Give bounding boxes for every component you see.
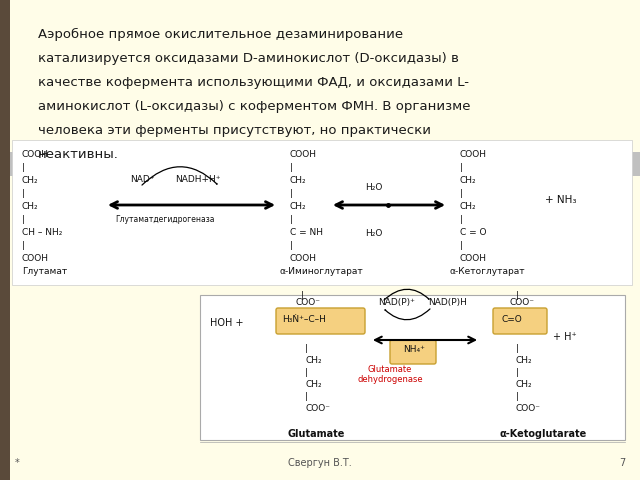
Text: |: | <box>305 392 308 401</box>
Text: |: | <box>516 291 519 300</box>
Text: H₂O: H₂O <box>365 229 382 238</box>
Text: Глутаматдегидрогеназа: Глутаматдегидрогеназа <box>115 215 214 224</box>
Text: COO⁻: COO⁻ <box>295 298 320 307</box>
Text: CH₂: CH₂ <box>290 176 307 185</box>
Text: CH₂: CH₂ <box>22 202 38 211</box>
Text: COO⁻: COO⁻ <box>305 404 330 413</box>
Text: |: | <box>301 291 304 300</box>
FancyArrowPatch shape <box>384 289 429 300</box>
Text: |: | <box>305 368 308 377</box>
Text: COO⁻: COO⁻ <box>510 298 535 307</box>
Text: NAD(P)⁺: NAD(P)⁺ <box>378 298 415 307</box>
Text: + NH₃: + NH₃ <box>545 195 577 205</box>
Text: C = O: C = O <box>460 228 486 237</box>
Text: + H⁺: + H⁺ <box>553 332 577 342</box>
FancyArrowPatch shape <box>385 309 430 320</box>
Text: α-Кетоглутарат: α-Кетоглутарат <box>450 267 525 276</box>
Text: CH₂: CH₂ <box>290 202 307 211</box>
Text: α-Иминоглутарат: α-Иминоглутарат <box>280 267 364 276</box>
Text: Аэробное прямое окислительное дезаминирование: Аэробное прямое окислительное дезаминиро… <box>38 28 403 41</box>
Text: NH₄⁺: NH₄⁺ <box>403 346 425 355</box>
Text: C=O: C=O <box>502 314 523 324</box>
FancyBboxPatch shape <box>276 308 365 334</box>
Text: α-Ketoglutarate: α-Ketoglutarate <box>500 429 588 439</box>
Text: неактивны.: неактивны. <box>38 148 119 161</box>
Text: Глутамат: Глутамат <box>22 267 67 276</box>
Text: NAD(P)H: NAD(P)H <box>428 298 467 307</box>
Text: |: | <box>460 215 463 224</box>
Text: COOH: COOH <box>290 254 317 263</box>
Text: |: | <box>290 215 293 224</box>
Text: человека эти ферменты присутствуют, но практически: человека эти ферменты присутствуют, но п… <box>38 124 431 137</box>
Text: CH₂: CH₂ <box>516 380 532 389</box>
Text: CH₂: CH₂ <box>22 176 38 185</box>
Text: HOH +: HOH + <box>210 318 243 328</box>
Text: COOH: COOH <box>290 150 317 159</box>
Text: |: | <box>22 163 25 172</box>
Text: аминокислот (L-оксидазы) с коферментом ФМН. В организме: аминокислот (L-оксидазы) с коферментом Ф… <box>38 100 470 113</box>
Text: CH₂: CH₂ <box>305 380 322 389</box>
Text: 7: 7 <box>619 458 625 468</box>
Text: катализируется оксидазами D-аминокислот (D-оксидазы) в: катализируется оксидазами D-аминокислот … <box>38 52 459 65</box>
Text: |: | <box>460 189 463 198</box>
Text: Свергун В.Т.: Свергун В.Т. <box>288 458 352 468</box>
Text: |: | <box>516 368 519 377</box>
Text: COOH: COOH <box>460 150 487 159</box>
Text: |: | <box>22 189 25 198</box>
Bar <box>0 152 640 176</box>
Text: |: | <box>290 163 293 172</box>
Bar <box>0 0 10 480</box>
Text: |: | <box>290 241 293 250</box>
Text: |: | <box>22 215 25 224</box>
Text: COOH: COOH <box>22 150 49 159</box>
Text: |: | <box>22 241 25 250</box>
Bar <box>200 295 625 440</box>
Text: |: | <box>460 241 463 250</box>
Text: NAD⁺: NAD⁺ <box>130 175 154 184</box>
FancyBboxPatch shape <box>390 340 436 364</box>
Text: |: | <box>516 392 519 401</box>
Text: Glutamate
dehydrogenase: Glutamate dehydrogenase <box>357 365 423 384</box>
Text: Glutamate: Glutamate <box>288 429 346 439</box>
Text: |: | <box>290 189 293 198</box>
Text: COO⁻: COO⁻ <box>516 404 541 413</box>
Text: качестве кофермента использующими ФАД, и оксидазами L-: качестве кофермента использующими ФАД, и… <box>38 76 469 89</box>
Text: COOH: COOH <box>22 254 49 263</box>
Text: C = NH: C = NH <box>290 228 323 237</box>
Text: |: | <box>305 344 308 353</box>
Text: H₂O: H₂O <box>365 183 382 192</box>
Text: |: | <box>460 163 463 172</box>
Text: H₃Ṅ⁺–C–H: H₃Ṅ⁺–C–H <box>282 314 326 324</box>
Text: CH – NH₂: CH – NH₂ <box>22 228 62 237</box>
Text: NADH+H⁺: NADH+H⁺ <box>175 175 221 184</box>
Text: CH₂: CH₂ <box>305 356 322 365</box>
Text: CH₂: CH₂ <box>460 202 477 211</box>
Text: |: | <box>516 344 519 353</box>
Bar <box>12 140 632 285</box>
Text: CH₂: CH₂ <box>460 176 477 185</box>
FancyArrowPatch shape <box>142 167 217 185</box>
Text: CH₂: CH₂ <box>516 356 532 365</box>
FancyBboxPatch shape <box>493 308 547 334</box>
Text: COOH: COOH <box>460 254 487 263</box>
Text: *: * <box>15 458 20 468</box>
